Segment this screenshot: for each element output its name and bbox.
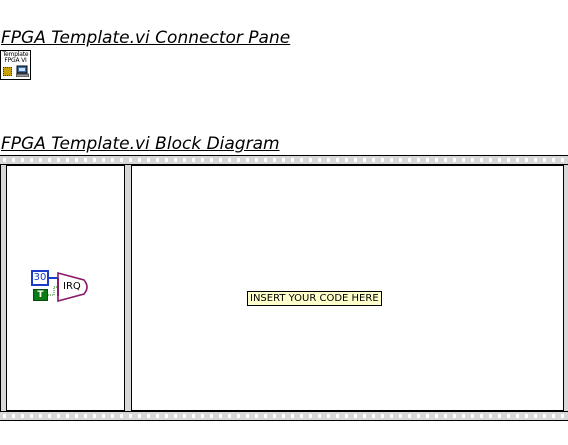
sequence-film-strip-top (0, 156, 568, 164)
flat-sequence-structure[interactable] (0, 155, 568, 421)
irq-label: IRQ (63, 281, 81, 292)
connector-pane-heading: FPGA Template.vi Connector Pane (1, 28, 291, 48)
code-placeholder-comment[interactable]: INSERT YOUR CODE HERE (247, 291, 382, 306)
sequence-border-left (1, 165, 6, 411)
vi-icon[interactable]: Template FPGA VI (0, 50, 31, 80)
fpga-chip-icon (3, 67, 12, 76)
sequence-frame-separator (125, 165, 131, 411)
sequence-border-right (564, 165, 568, 411)
sequence-film-strip-bottom (0, 412, 568, 420)
interrupt-node-icon[interactable] (57, 272, 91, 302)
block-diagram-heading: FPGA Template.vi Block Diagram (1, 134, 280, 154)
boolean-constant[interactable]: T (33, 289, 48, 301)
computer-icon (16, 65, 29, 77)
vi-icon-line2: FPGA VI (4, 57, 27, 64)
vi-icon-line1: Template (2, 51, 29, 58)
numeric-constant[interactable]: 30 (31, 270, 49, 286)
sequence-frame-2[interactable] (131, 165, 564, 411)
